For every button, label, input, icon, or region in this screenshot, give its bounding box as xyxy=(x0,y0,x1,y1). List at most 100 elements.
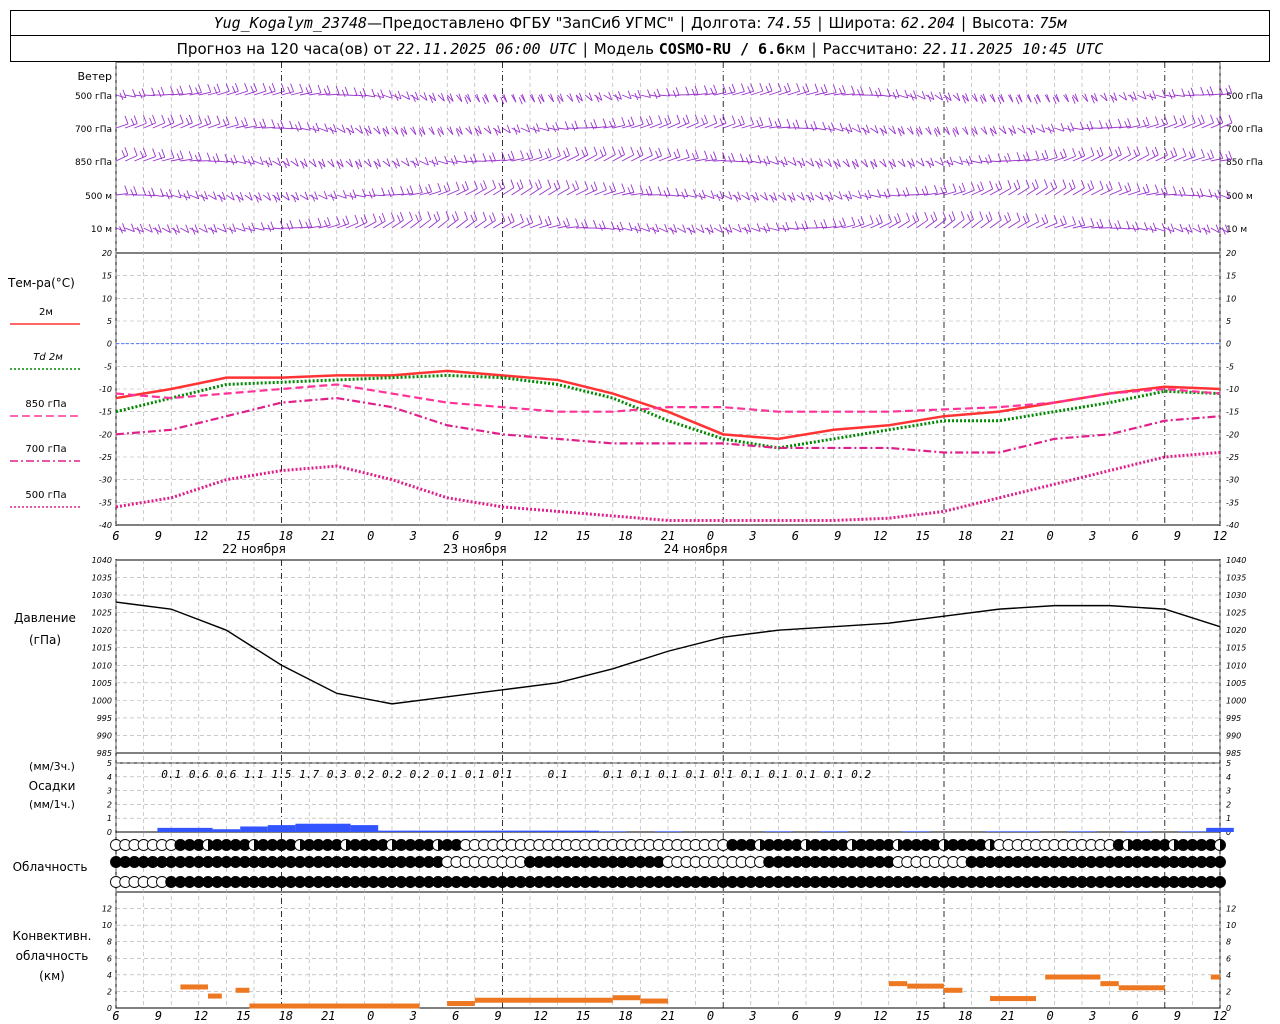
wind-barb-feather xyxy=(933,184,938,194)
wind-barb-feather xyxy=(1228,85,1233,94)
wind-barb xyxy=(778,227,789,231)
precip-bar xyxy=(240,826,268,832)
wind-barb-feather xyxy=(734,194,739,202)
temp-tick-label-right: -35 xyxy=(1226,498,1239,507)
wind-barb-feather xyxy=(609,120,613,129)
wind-barb-feather xyxy=(474,128,479,137)
wind-barb-feather xyxy=(1161,118,1166,127)
wind-barb-feather xyxy=(783,156,788,166)
wind-barb-feather xyxy=(786,118,791,128)
wind-barb-feather xyxy=(298,219,303,228)
precip-bar xyxy=(323,823,351,832)
wind-barb xyxy=(143,227,153,233)
hour-tick-label: 21 xyxy=(1000,529,1014,543)
wind-barb xyxy=(364,160,372,168)
hour-tick-label: 9 xyxy=(834,1009,841,1023)
wind-barb-feather xyxy=(529,214,534,223)
wind-barb-feather xyxy=(581,149,586,158)
wind-barb xyxy=(713,227,723,233)
wind-barb-feather xyxy=(719,190,724,200)
wind-barb xyxy=(327,224,340,229)
wind-barb-feather xyxy=(948,214,953,222)
wind-barb xyxy=(548,155,561,162)
wind-barb-feather xyxy=(136,226,141,235)
wind-barb-feather xyxy=(487,125,492,134)
wind-barb-feather xyxy=(283,160,287,169)
wind-barb xyxy=(732,91,745,96)
wind-barb xyxy=(649,122,662,129)
wind-barb-feather xyxy=(473,180,478,189)
wind-barb-feather xyxy=(142,186,147,196)
hour-tick-label: 15 xyxy=(916,529,930,543)
wind-barb xyxy=(686,93,699,96)
wind-barb-feather xyxy=(989,128,994,137)
wind-barb-feather xyxy=(1196,191,1201,199)
wind-barb xyxy=(290,91,303,96)
conv-bar xyxy=(474,997,613,1003)
wind-barb-feather xyxy=(290,83,295,92)
wind-barb-feather xyxy=(569,93,574,102)
wind-barb-feather xyxy=(645,118,650,126)
wind-barb-feather xyxy=(396,215,401,223)
wind-barb xyxy=(962,218,974,229)
wind-barb xyxy=(410,94,419,101)
wind-barb xyxy=(1109,126,1122,129)
wind-barb xyxy=(161,93,174,96)
wind-barb-feather xyxy=(904,89,909,99)
wind-barb xyxy=(1192,156,1205,162)
temp-tick-label: -40 xyxy=(99,521,112,530)
wind-barb xyxy=(115,123,129,129)
wind-barb-feather xyxy=(867,189,872,199)
wind-barb-feather xyxy=(305,221,310,229)
wind-barb-feather xyxy=(139,223,144,233)
wind-barb-feather xyxy=(321,158,326,168)
hour-tick-label: 12 xyxy=(873,1009,887,1023)
precip-sum-label: 0.1 xyxy=(824,768,844,781)
wind-barb xyxy=(520,157,533,162)
wind-barb-feather xyxy=(1228,114,1233,124)
wind-barb-feather xyxy=(765,85,770,94)
wind-barb-feather xyxy=(170,114,175,123)
wind-barb-feather xyxy=(791,192,796,201)
temp-tick-label-right: -5 xyxy=(1226,362,1234,371)
hour-tick-label: 0 xyxy=(1047,529,1054,543)
hour-tick-label: 15 xyxy=(236,529,250,543)
wind-barb-feather xyxy=(1013,182,1018,191)
conv-bar xyxy=(1118,985,1165,991)
wind-barb-feather xyxy=(756,119,761,128)
wind-barb-feather xyxy=(470,214,475,222)
wind-barb xyxy=(382,127,390,135)
wind-barb xyxy=(207,91,221,96)
wind-barb-feather xyxy=(1016,212,1021,221)
wind-barb-feather xyxy=(344,86,349,95)
wind-barb-feather xyxy=(547,216,552,225)
wind-barb xyxy=(207,123,221,129)
wind-barb-feather xyxy=(731,115,736,124)
conv-tick-label: 12 xyxy=(102,905,112,914)
wind-barb xyxy=(704,122,717,129)
wind-level-label: 700 гПа xyxy=(75,125,112,135)
wind-barb-feather xyxy=(492,212,496,221)
wind-barb-feather xyxy=(593,146,598,155)
wind-barb xyxy=(585,189,598,196)
precip-tick-label-right: 0 xyxy=(1226,828,1231,837)
calc-label: Рассчитано: xyxy=(822,39,918,58)
wind-barb-feather xyxy=(1142,90,1147,100)
wind-barb-feather xyxy=(1078,220,1083,228)
wind-barb-feather xyxy=(967,214,971,222)
wind-barb-feather xyxy=(648,147,653,156)
wind-barb xyxy=(916,160,925,167)
precip-bar xyxy=(1123,831,1151,832)
wind-barb xyxy=(217,91,230,96)
conv-tick-label: 6 xyxy=(107,954,112,963)
wind-barb xyxy=(483,187,496,196)
wind-barb xyxy=(538,187,551,196)
wind-barb-feather xyxy=(1062,215,1067,224)
wind-barb-feather xyxy=(952,183,957,192)
temp-series-line xyxy=(115,369,1221,441)
wind-barb-feather xyxy=(796,83,801,92)
wind-barb xyxy=(1054,223,1067,229)
wind-barb xyxy=(1201,157,1214,162)
wind-barb xyxy=(548,187,561,196)
wind-barb-feather xyxy=(501,179,506,188)
